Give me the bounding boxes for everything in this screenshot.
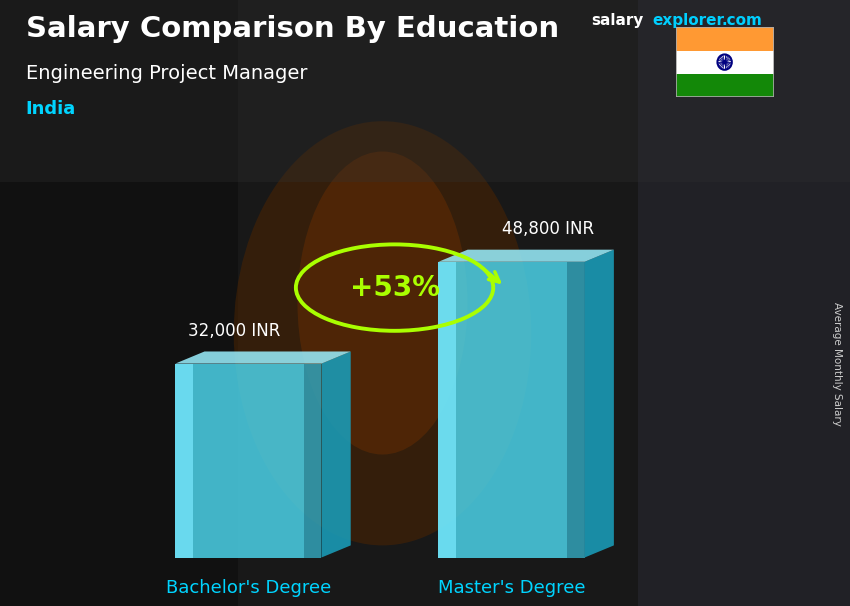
Text: 32,000 INR: 32,000 INR [188,322,280,340]
Ellipse shape [298,152,468,454]
Bar [638,0,850,606]
Polygon shape [567,262,585,558]
Text: Salary Comparison By Education: Salary Comparison By Education [26,15,558,43]
Text: +53%: +53% [349,273,439,302]
Ellipse shape [234,121,531,545]
Bar [676,50,774,74]
Polygon shape [585,250,614,558]
Bar [0,0,238,606]
Polygon shape [175,364,321,558]
Text: Average Monthly Salary: Average Monthly Salary [832,302,842,425]
Circle shape [723,61,726,64]
Polygon shape [439,262,585,558]
Bar [676,74,774,97]
Text: Bachelor's Degree: Bachelor's Degree [166,579,331,597]
Text: Engineering Project Manager: Engineering Project Manager [26,64,307,82]
Polygon shape [304,364,321,558]
Polygon shape [439,250,614,262]
Polygon shape [175,364,193,558]
Text: India: India [26,100,76,118]
Polygon shape [175,351,351,364]
Bar [0,0,850,182]
Text: salary: salary [591,13,643,28]
Polygon shape [321,351,351,558]
Text: .com: .com [722,13,762,28]
Polygon shape [439,262,456,558]
Text: explorer: explorer [652,13,724,28]
Text: Master's Degree: Master's Degree [438,579,586,597]
Text: 48,800 INR: 48,800 INR [502,221,594,238]
Bar [676,27,774,50]
